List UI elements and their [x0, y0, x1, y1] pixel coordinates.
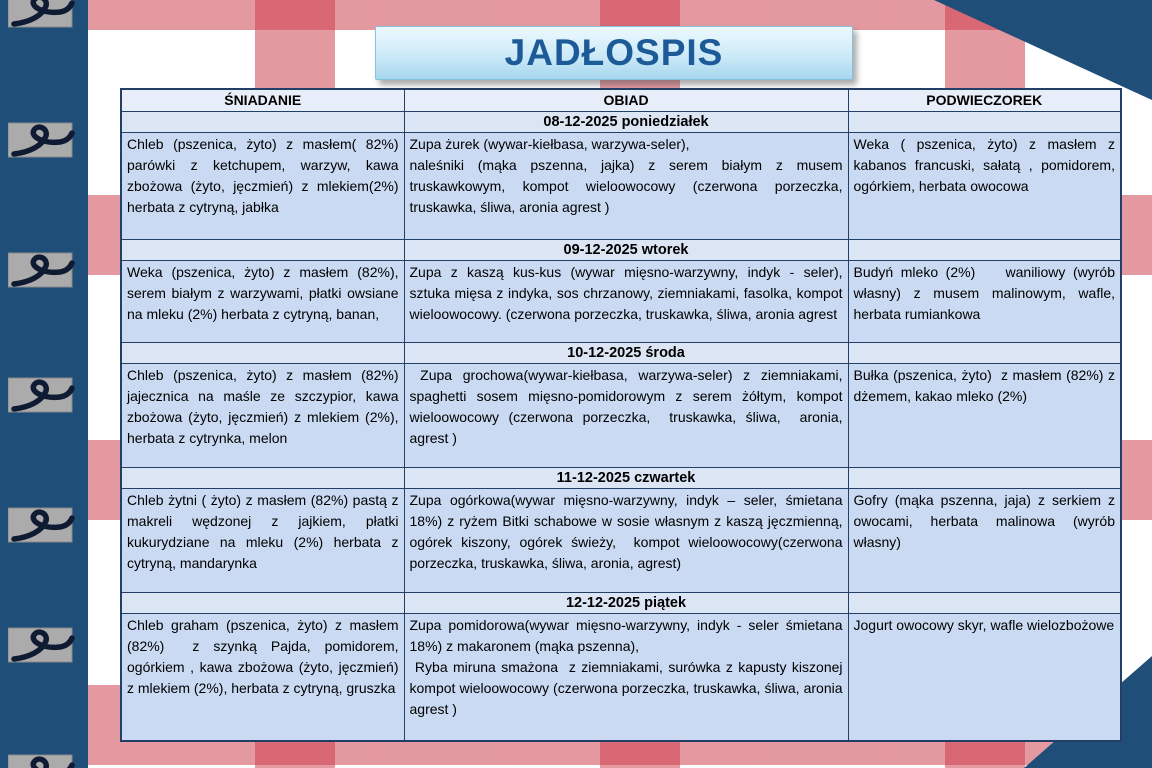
date-row: 10-12-2025 środa — [120, 341, 1122, 364]
binder-clip-icon — [7, 373, 78, 417]
column-header-sniadanie: ŚNIADANIE — [120, 88, 405, 112]
friday-snack: Jogurt owocowy skyr, wafle wielozbożowe — [847, 612, 1122, 742]
monday-snack: Weka ( pszenica, żyto) z masłem z kabano… — [847, 131, 1122, 240]
date-row: 09-12-2025 wtorek — [120, 238, 1122, 261]
date-row: 12-12-2025 piątek — [120, 591, 1122, 614]
wednesday-snack: Bułka (pszenica, żyto) z masłem (82%) z … — [847, 362, 1122, 468]
date-row: 11-12-2025 czwartek — [120, 466, 1122, 489]
menu-row-tuesday: Weka (pszenica, żyto) z masłem (82%), se… — [120, 259, 1122, 343]
title-banner: JADŁOSPIS — [375, 26, 853, 80]
friday-breakfast: Chleb graham (pszenica, żyto) z masłem (… — [120, 612, 405, 742]
monday-lunch: Zupa żurek (wywar-kiełbasa, warzywa-sele… — [403, 131, 849, 240]
date-tuesday: 09-12-2025 wtorek — [403, 238, 849, 261]
friday-lunch: Zupa pomidorowa(wywar mięsno-warzywny, i… — [403, 612, 849, 742]
monday-breakfast: Chleb (pszenica, żyto) z masłem( 82%) pa… — [120, 131, 405, 240]
date-row: 08-12-2025 poniedziałek — [120, 110, 1122, 133]
column-header-podwieczorek: PODWIECZOREK — [847, 88, 1122, 112]
tuesday-snack: Budyń mleko (2%) waniliowy (wyrób własny… — [847, 259, 1122, 343]
thursday-snack: Gofry (mąka pszenna, jaja) z serkiem z o… — [847, 487, 1122, 593]
binder-clip-icon — [7, 623, 78, 667]
column-header-obiad: OBIAD — [403, 88, 849, 112]
binder-clip-icon — [7, 750, 78, 768]
date-friday: 12-12-2025 piątek — [403, 591, 849, 614]
binder-clip-icon — [7, 118, 78, 162]
menu-row-friday: Chleb graham (pszenica, żyto) z masłem (… — [120, 612, 1122, 742]
thursday-breakfast: Chleb żytni ( żyto) z masłem (82%) pastą… — [120, 487, 405, 593]
binder-clip-icon — [7, 0, 78, 32]
tuesday-lunch: Zupa z kaszą kus-kus (wywar mięsno-warzy… — [403, 259, 849, 343]
date-monday: 08-12-2025 poniedziałek — [403, 110, 849, 133]
wednesday-breakfast: Chleb (pszenica, żyto) z masłem (82%) ja… — [120, 362, 405, 468]
menu-table: ŚNIADANIE OBIAD PODWIECZOREK 08-12-2025 … — [120, 88, 1122, 742]
date-wednesday: 10-12-2025 środa — [403, 341, 849, 364]
binder-clip-icon — [7, 503, 78, 547]
menu-row-thursday: Chleb żytni ( żyto) z masłem (82%) pastą… — [120, 487, 1122, 593]
tuesday-breakfast: Weka (pszenica, żyto) z masłem (82%), se… — [120, 259, 405, 343]
left-binder-rail — [0, 0, 88, 768]
date-thursday: 11-12-2025 czwartek — [403, 466, 849, 489]
header-row: ŚNIADANIE OBIAD PODWIECZOREK — [120, 88, 1122, 112]
top-right-corner-decoration — [934, 0, 1152, 100]
menu-row-wednesday: Chleb (pszenica, żyto) z masłem (82%) ja… — [120, 362, 1122, 468]
binder-clip-icon — [7, 248, 78, 292]
thursday-lunch: Zupa ogórkowa(wywar mięsno-warzywny, ind… — [403, 487, 849, 593]
menu-row-monday: Chleb (pszenica, żyto) z masłem( 82%) pa… — [120, 131, 1122, 240]
page-title: JADŁOSPIS — [504, 32, 724, 73]
wednesday-lunch: Zupa grochowa(wywar-kiełbasa, warzywa-se… — [403, 362, 849, 468]
